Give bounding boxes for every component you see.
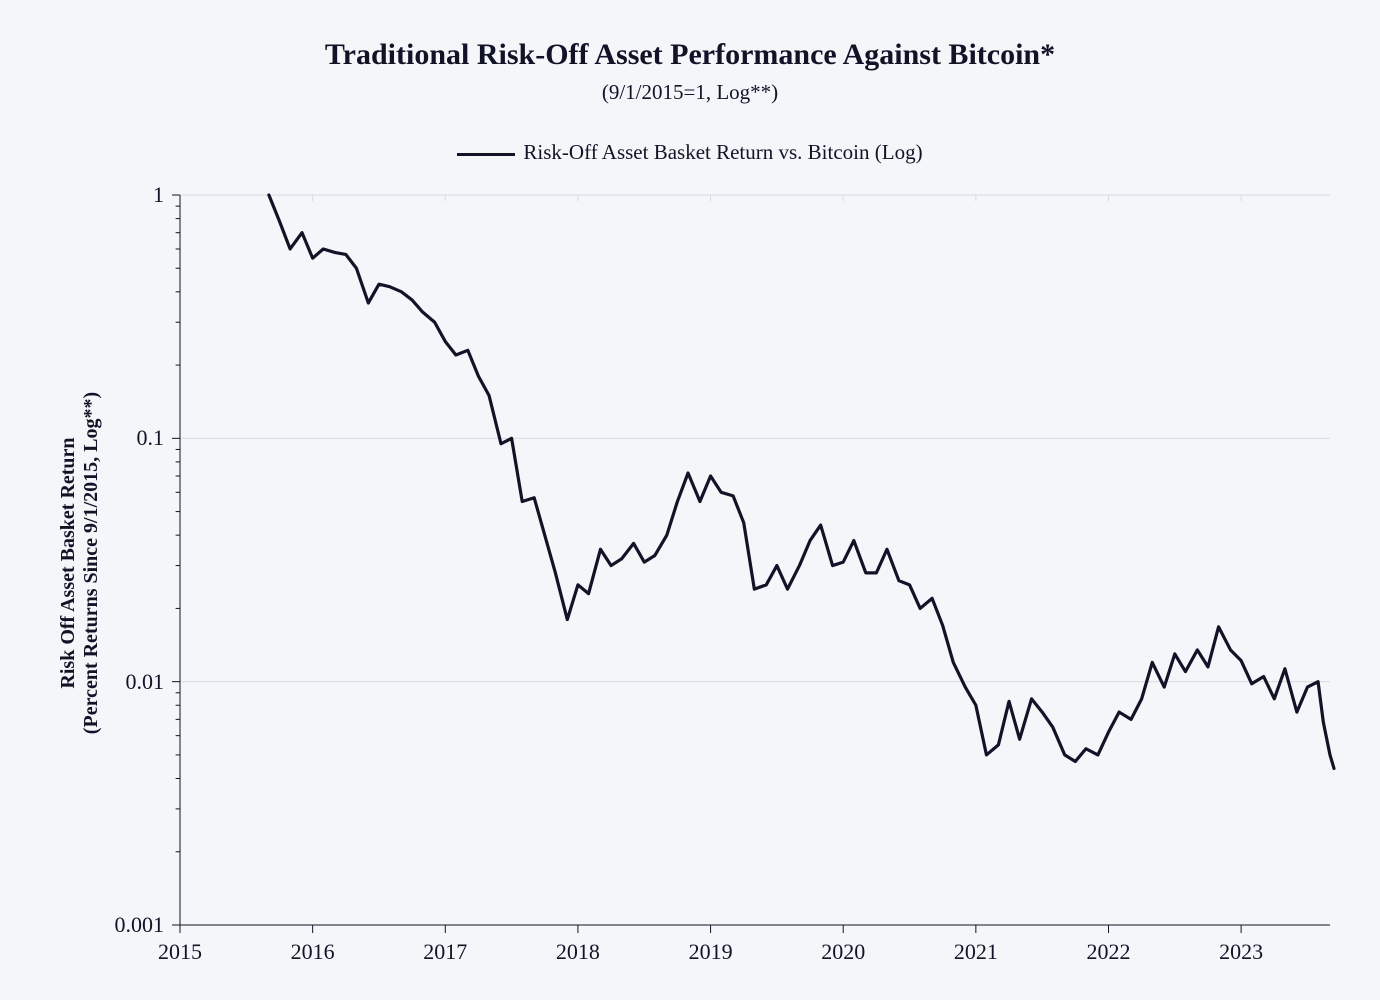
axis-tick-label: 0.001 [115,912,165,938]
chart-svg [0,0,1380,1000]
axis-tick-label: 2022 [1086,939,1130,965]
chart-container: Traditional Risk-Off Asset Performance A… [0,0,1380,1000]
axis-tick-label: 2018 [556,939,600,965]
axis-tick-label: 2017 [423,939,467,965]
axis-tick-label: 2015 [158,939,202,965]
axis-tick-label: 2021 [954,939,998,965]
axis-tick-label: 0.1 [137,425,165,451]
axis-tick-label: 0.01 [126,669,165,695]
axis-tick-label: 1 [153,182,164,208]
axis-tick-label: 2016 [291,939,335,965]
axis-tick-label: 2023 [1219,939,1263,965]
axis-tick-label: 2020 [821,939,865,965]
axis-tick-label: 2019 [689,939,733,965]
